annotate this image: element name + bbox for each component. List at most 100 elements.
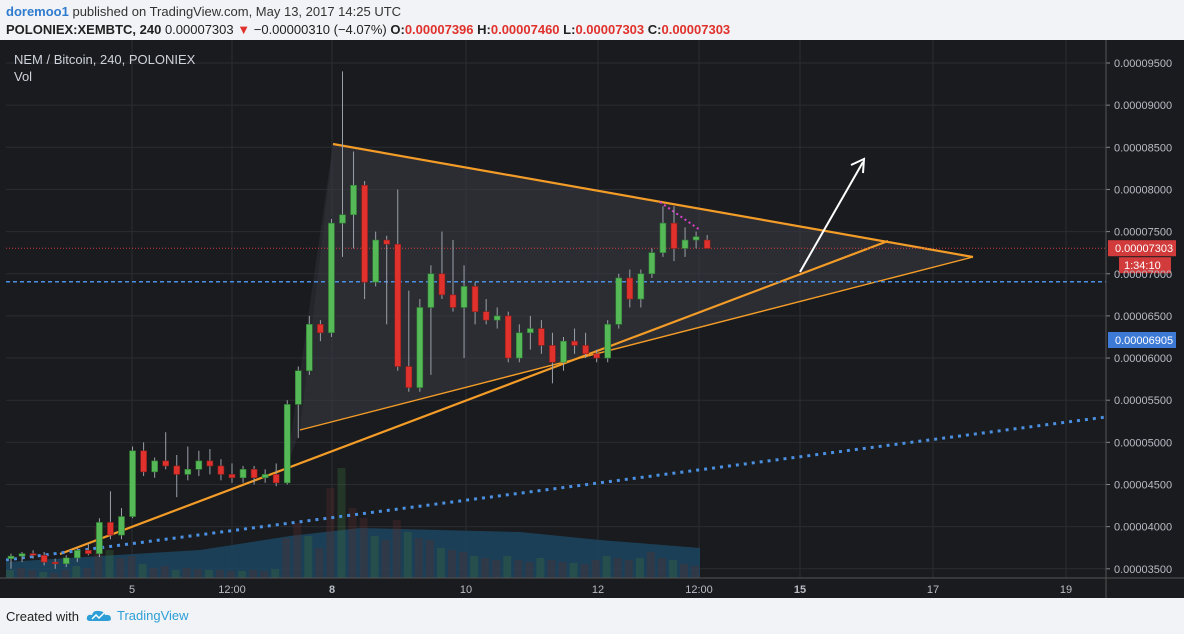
candle-body	[173, 465, 181, 475]
x-tick-label: 17	[927, 584, 939, 596]
candle-body	[449, 294, 457, 308]
candle-body	[416, 307, 424, 388]
candle-body	[250, 469, 258, 479]
candle-body	[648, 252, 656, 275]
low-label: L:	[563, 22, 576, 37]
candle-body	[372, 239, 379, 283]
candle-body	[206, 460, 214, 467]
tradingview-text: TradingView	[117, 608, 189, 623]
candle-body	[7, 555, 15, 559]
price-axis[interactable]: 0.00009500 0.00009000 0.00008500 0.00008000…	[1105, 40, 1172, 598]
candle-body	[471, 286, 479, 312]
candle-body	[184, 469, 192, 475]
high-label: H:	[477, 22, 491, 37]
candle-body	[51, 561, 59, 565]
candle-body	[549, 345, 556, 363]
y-tick-label: 0.00006000	[1114, 353, 1172, 365]
candle-body	[681, 239, 689, 249]
candle-body	[504, 315, 512, 359]
candle-body	[239, 469, 247, 479]
candles	[7, 71, 711, 569]
y-tick-label: 0.00004500	[1114, 480, 1172, 492]
candle-body	[151, 460, 158, 473]
y-tick-label: 0.00005000	[1114, 437, 1172, 449]
y-tick-label: 0.00007000	[1114, 269, 1172, 281]
candle-body	[659, 222, 667, 253]
candle-body	[40, 555, 48, 563]
x-tick-label: 19	[1060, 584, 1072, 596]
candle-body	[328, 222, 335, 334]
x-tick-label: 10	[460, 584, 472, 596]
price-change: −0.00000310 (−4.07%)	[253, 22, 387, 37]
chart-subtitle: Vol	[14, 69, 32, 84]
candle-body	[272, 474, 280, 484]
candle-body	[107, 522, 114, 536]
candle-body	[162, 460, 169, 467]
candle-body	[361, 184, 368, 283]
candle-body	[637, 273, 645, 300]
x-tick-label: 12	[592, 584, 604, 596]
candle-body	[283, 404, 291, 484]
time-axis[interactable]: 5 12:00 8 10 12 12:00 15 17 19	[0, 577, 1184, 596]
candle-body	[405, 366, 413, 388]
candle-body	[129, 450, 136, 517]
candle-body	[18, 553, 26, 557]
x-tick-label: 5	[129, 584, 135, 596]
candle-body	[615, 277, 623, 325]
overlay: 0.00007303 1:34:10 0.00006905	[1108, 240, 1176, 348]
last-price-marker	[1108, 240, 1176, 257]
candle-body	[306, 324, 313, 371]
candle-body	[294, 370, 302, 405]
published-text: published on TradingView.com, May 13, 20…	[72, 4, 402, 19]
candle-body	[538, 328, 545, 346]
countdown-label: 1:34:10	[1124, 260, 1161, 272]
candle-body	[438, 273, 446, 296]
candle-body	[261, 474, 269, 479]
x-tick-label: 12:00	[685, 584, 713, 596]
y-tick-label: 0.00009500	[1114, 58, 1172, 70]
candle-body	[394, 243, 402, 367]
candle-body	[29, 553, 37, 556]
last-price-label: 0.00007303	[1115, 243, 1173, 255]
candle-body	[493, 315, 501, 321]
candle-body	[582, 345, 589, 355]
candle-body	[74, 549, 81, 559]
candle-body	[460, 286, 468, 308]
x-tick-label: 12:00	[218, 584, 246, 596]
down-arrow-icon: ▼	[237, 22, 251, 37]
y-tick-label: 0.00003500	[1114, 564, 1172, 576]
candle-body	[96, 522, 103, 554]
footer: Created with TradingView	[0, 598, 1184, 634]
candle-body	[383, 239, 391, 245]
low-value: 0.00007303	[575, 22, 645, 37]
tradingview-cloud-icon	[86, 610, 111, 621]
candle-body	[626, 277, 634, 300]
last-price: 0.00007303	[164, 22, 234, 37]
candle-body	[118, 516, 125, 536]
open-label: O:	[390, 22, 405, 37]
price-chart[interactable]: 0.00007303 1:34:10 0.00006905 0.00009500 0.…	[0, 40, 1184, 598]
candle-body	[571, 340, 578, 346]
candle-body	[515, 332, 523, 359]
level-label: 0.00006905	[1115, 335, 1173, 347]
candle-body	[217, 465, 225, 475]
candle-body	[228, 474, 236, 479]
y-tick-label: 0.00007500	[1114, 227, 1172, 239]
symbol-label: POLONIEX:XEMBTC, 240	[6, 22, 162, 37]
candle-body	[527, 328, 534, 334]
y-tick-label: 0.00009000	[1114, 100, 1172, 112]
candle-body	[482, 311, 490, 321]
candle-body	[317, 324, 324, 334]
level-marker	[1108, 332, 1176, 348]
tradingview-logo[interactable]: TradingView	[86, 608, 189, 623]
chart-header: doremoo1 published on TradingView.com, M…	[0, 0, 1184, 40]
candle-body	[593, 353, 600, 359]
created-with-text: Created with	[6, 609, 79, 624]
y-tick-label: 0.00006500	[1114, 311, 1172, 323]
x-tick-label: 15	[794, 584, 806, 596]
chart-title: NEM / Bitcoin, 240, POLONIEX	[14, 52, 196, 67]
candle-body	[427, 273, 435, 308]
candle-body	[85, 549, 92, 554]
chart-area[interactable]: 0.00007303 1:34:10 0.00006905 0.00009500 0.…	[0, 40, 1184, 598]
author-link[interactable]: doremoo1	[6, 4, 69, 19]
